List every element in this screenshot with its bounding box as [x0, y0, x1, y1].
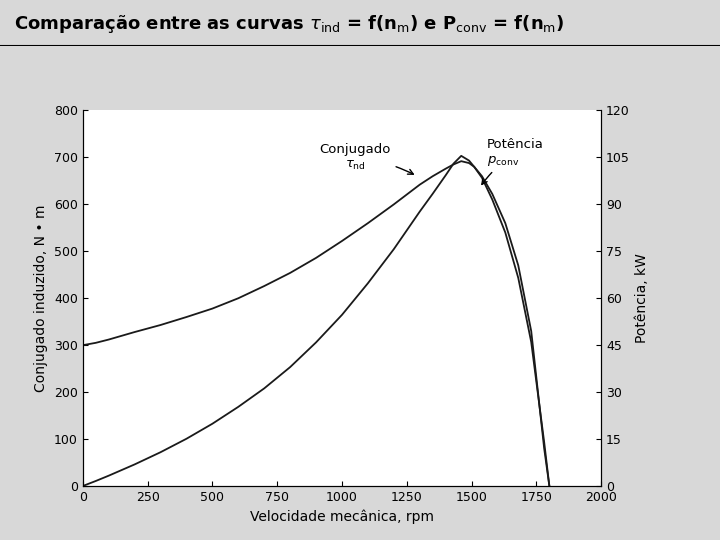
Text: Conjugado
$\tau_{\rm nd}$: Conjugado $\tau_{\rm nd}$ [319, 143, 413, 174]
Text: Potência
$p_{\rm conv}$: Potência $p_{\rm conv}$ [482, 138, 544, 184]
Y-axis label: Potência, kW: Potência, kW [636, 253, 649, 343]
Text: Comparação entre as curvas $\tau_{\rm ind}$ = f(n$_{\rm m}$) e P$_{\rm conv}$ = : Comparação entre as curvas $\tau_{\rm in… [14, 13, 565, 35]
X-axis label: Velocidade mecânica, rpm: Velocidade mecânica, rpm [250, 509, 434, 524]
Y-axis label: Conjugado induzido, N • m: Conjugado induzido, N • m [35, 205, 48, 392]
